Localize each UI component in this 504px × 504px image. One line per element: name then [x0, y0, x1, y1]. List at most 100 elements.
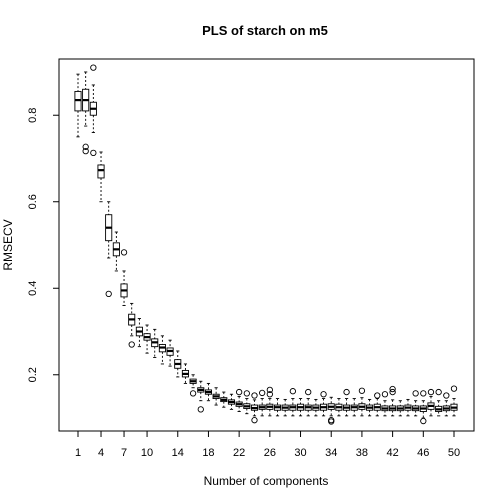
- outlier-point: [443, 392, 450, 399]
- outlier-point: [189, 390, 197, 397]
- box-35: [335, 398, 343, 417]
- box-47: [427, 388, 435, 417]
- x-tick-label: 22: [233, 447, 245, 459]
- outlier-point: [358, 387, 366, 394]
- box-15: [181, 363, 189, 384]
- outlier-point: [450, 385, 458, 392]
- box-27: [273, 398, 282, 417]
- box-17: [197, 380, 205, 413]
- box-2: [82, 71, 90, 155]
- box-5: [105, 201, 113, 298]
- outlier-point: [343, 388, 350, 396]
- outlier-point: [420, 417, 427, 425]
- box-48: [435, 388, 443, 417]
- box-22: [235, 388, 243, 412]
- box-45: [412, 390, 420, 417]
- outlier-point: [389, 385, 396, 393]
- box-21: [227, 393, 236, 410]
- x-tick-label: 14: [172, 447, 184, 459]
- box-body: [97, 164, 105, 179]
- x-tick-label: 26: [264, 447, 276, 459]
- outlier-point: [427, 388, 435, 396]
- outlier-point: [266, 386, 273, 394]
- outlier-point: [251, 417, 258, 424]
- box-32: [312, 398, 320, 417]
- box-10: [143, 324, 151, 354]
- x-tick-label: 30: [294, 447, 306, 459]
- outlier-point: [90, 149, 97, 157]
- outlier-point: [235, 388, 243, 396]
- box-18: [204, 382, 212, 402]
- outlier-point: [243, 390, 250, 397]
- outlier-point: [328, 417, 335, 424]
- x-tick-label: 4: [98, 447, 104, 459]
- box-20: [220, 391, 228, 408]
- box-6: [112, 231, 120, 272]
- outlier-point: [305, 388, 312, 396]
- outlier-point: [435, 388, 442, 396]
- outlier-point: [289, 388, 297, 395]
- chart-title: PLS of starch on m5: [202, 23, 328, 38]
- y-axis: 0.2 0.4 0.6 0.8: [27, 108, 60, 382]
- box-4: [97, 151, 105, 203]
- box-29: [289, 388, 297, 417]
- x-tick-label: 18: [202, 447, 214, 459]
- box-19: [212, 387, 220, 406]
- box-41: [381, 391, 389, 417]
- outlier-point: [90, 64, 97, 71]
- box-13: [166, 339, 174, 367]
- box-42: [389, 385, 397, 417]
- y-axis-title: RMSECV: [1, 219, 15, 270]
- x-tick-label: 38: [356, 447, 368, 459]
- box-9: [135, 318, 143, 348]
- outlier-point: [266, 391, 273, 398]
- box-12: [158, 335, 166, 365]
- box-46: [419, 390, 427, 425]
- box-28: [281, 398, 289, 417]
- x-tick-label: 34: [325, 447, 337, 459]
- box-31: [304, 388, 312, 417]
- y-tick-label: 0.2: [27, 367, 39, 382]
- box-1: [74, 73, 82, 138]
- outlier-point: [120, 249, 128, 256]
- box-26: [266, 386, 274, 417]
- box-25: [258, 389, 266, 417]
- box-38: [358, 387, 366, 417]
- box-39: [366, 398, 374, 417]
- box-49: [442, 392, 450, 417]
- outlier-point: [82, 143, 89, 150]
- y-tick-label: 0.8: [27, 108, 39, 123]
- box-14: [174, 350, 182, 378]
- x-tick-label: 1: [75, 447, 81, 459]
- outlier-point: [374, 392, 381, 399]
- x-axis: 1 4 7 10 14 18 22 26 30 34 38 42 46 50: [75, 430, 460, 459]
- box-34: [327, 396, 335, 425]
- box-8: [128, 302, 136, 348]
- box-23: [243, 390, 251, 415]
- box-11: [151, 328, 159, 358]
- x-tick-label: 46: [417, 447, 429, 459]
- box-40: [373, 392, 381, 417]
- outlier-point: [420, 390, 427, 397]
- box-33: [320, 391, 328, 417]
- boxes-layer: [74, 64, 458, 425]
- plot-area-frame: [58, 58, 475, 432]
- outlier-point: [320, 391, 327, 398]
- outlier-point: [381, 391, 389, 398]
- outlier-point: [105, 290, 112, 298]
- outlier-point: [412, 390, 419, 397]
- outlier-point: [251, 392, 258, 399]
- box-43: [396, 400, 404, 417]
- box-7: [120, 249, 128, 307]
- outlier-point: [197, 406, 204, 413]
- box-50: [450, 385, 458, 417]
- box-16: [189, 374, 197, 397]
- box-44: [404, 398, 412, 417]
- outlier-point: [259, 389, 266, 397]
- x-axis-title: Number of components: [204, 474, 329, 488]
- outlier-point: [82, 147, 89, 155]
- box-3: [89, 64, 97, 157]
- outlier-point: [128, 341, 135, 348]
- x-tick-label: 10: [141, 447, 153, 459]
